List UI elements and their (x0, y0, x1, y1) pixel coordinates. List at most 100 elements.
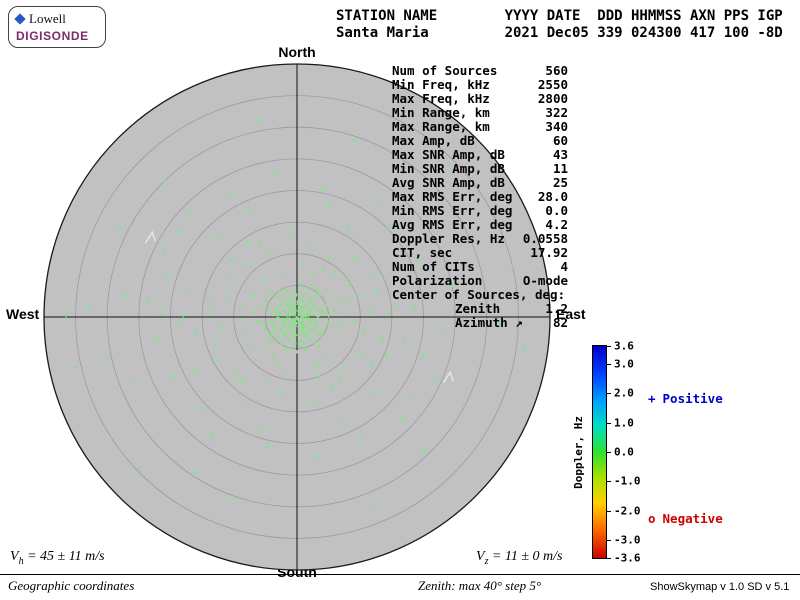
stat-row: Polarization O-mode (392, 274, 568, 288)
stat-label: Avg RMS Err, deg (392, 217, 513, 232)
compass-label-east: East (556, 306, 586, 322)
stat-label: Polarization (392, 273, 483, 288)
stat-label: Min Range, km (392, 105, 490, 120)
stat-label: Max Freq, kHz (392, 91, 490, 106)
chevron-mark-0 (144, 230, 156, 244)
logo-brand: Lowell (29, 11, 66, 26)
header-field-values: Santa Maria 2021 Dec05 339 024300 417 10… (336, 25, 783, 41)
legend-positive-label: Positive (662, 391, 723, 406)
colorbar-tick-label: 1.0 (614, 416, 634, 430)
stat-value: 2800 (537, 91, 568, 106)
stat-label: Num of CITs (392, 259, 475, 274)
colorbar-tick (606, 422, 611, 424)
colorbar-tick-label: -2.0 (614, 504, 641, 518)
colorbar-title: Doppler, Hz (570, 345, 586, 559)
colorbar-tick-label: -3.6 (614, 551, 641, 565)
colorbar-tick-label: -3.0 (614, 533, 641, 547)
source-points (64, 119, 527, 509)
stat-row: Num of Sources 560 (392, 64, 568, 78)
stat-row: Center of Sources, deg: (392, 288, 568, 302)
stat-row: Min RMS Err, deg 0.0 (392, 204, 568, 218)
stat-label: Min Freq, kHz (392, 77, 490, 92)
doppler-colorbar: 3.6 3.0 2.0 1.0 0.0 -1.0 -2.0 -3.0 -3.6 (592, 340, 641, 565)
stat-label: Max Amp, dB (392, 133, 475, 148)
stat-value: 2550 (537, 77, 568, 92)
stat-value: 25 (552, 175, 568, 190)
colorbar-tick (606, 346, 611, 347)
lowell-digisonde-logo: Lowell DIGISONDE (8, 6, 106, 48)
stat-row: Azimuth ↗ 82 (392, 316, 568, 330)
stat-row: Min Freq, kHz 2550 (392, 78, 568, 92)
horizontal-velocity-readout: Vh = 45 ± 11 m/s (10, 549, 105, 567)
compass-label-north: North (278, 44, 316, 60)
stat-row: Num of CITs 4 (392, 260, 568, 274)
stat-label: Center of Sources, deg: (392, 287, 566, 302)
zenith-range-label: Zenith: max 40° step 5° (418, 578, 542, 593)
colorbar-tick-label: 0.0 (614, 445, 634, 459)
stat-value: O-mode (522, 273, 568, 288)
stats-panel: Num of Sources 560 Min Freq, kHz 2550 Max Fr… (392, 64, 568, 330)
stat-label: Max Range, km (392, 119, 490, 134)
plus-marker-icon: + (648, 391, 656, 406)
colorbar-tick-label: 3.0 (614, 357, 634, 371)
stat-row: Max Range, km 340 (392, 120, 568, 134)
colorbar-tick (606, 393, 611, 395)
header-field-names: STATION NAME YYYY DATE DDD HHMMSS AXN PP… (336, 8, 783, 24)
colorbar-tick-label: 2.0 (614, 386, 634, 400)
legend-negative-label: Negative (662, 511, 723, 526)
stat-label: Max RMS Err, deg (392, 189, 513, 204)
stat-row: Avg SNR Amp, dB 25 (392, 176, 568, 190)
stat-label: CIT, sec (392, 245, 453, 260)
stat-value: 340 (545, 119, 568, 134)
colorbar-tick (606, 510, 611, 512)
stat-value: 43 (552, 147, 568, 162)
legend-positive: + Positive (648, 391, 723, 406)
vertical-velocity-readout: Vz = 11 ± 0 m/s (476, 549, 563, 567)
colorbar-tick (606, 481, 611, 483)
logo-product: DIGISONDE (16, 29, 89, 43)
stat-value: 82 (552, 315, 568, 330)
colorbar-tick (606, 558, 611, 559)
stat-label: Min SNR Amp, dB (392, 161, 505, 176)
circle-marker-icon: o (648, 511, 656, 526)
colorbar-tick (606, 363, 611, 365)
stat-label: Avg SNR Amp, dB (392, 175, 505, 190)
stat-value: 4.2 (545, 217, 568, 232)
compass-label-west: West (6, 306, 40, 322)
stat-row: Min Range, km 322 (392, 106, 568, 120)
colorbar-tick (606, 452, 611, 453)
stat-label: Max SNR Amp, dB (392, 147, 505, 162)
stat-value: 4 (560, 259, 568, 274)
stat-label: Min RMS Err, deg (392, 203, 513, 218)
stat-row: Max SNR Amp, dB 43 (392, 148, 568, 162)
stat-row: Min SNR Amp, dB 11 (392, 162, 568, 176)
footer-divider (0, 574, 800, 575)
stat-value: 0.0 (545, 203, 568, 218)
stat-row: Avg RMS Err, deg 4.2 (392, 218, 568, 232)
stat-label: Num of Sources (392, 63, 498, 78)
stat-row: Max Amp, dB 60 (392, 134, 568, 148)
stat-value: 1.2 (545, 301, 568, 316)
stat-value: 560 (545, 63, 568, 78)
stat-value: 28.0 (537, 189, 568, 204)
colorbar-tick-label: -1.0 (614, 474, 641, 488)
stat-label: Doppler Res, Hz (392, 231, 505, 246)
stat-label: Zenith (455, 301, 501, 316)
stat-value: 17.92 (530, 245, 568, 260)
stat-value: 11 (552, 161, 568, 176)
legend-negative: o Negative (648, 511, 723, 526)
colorbar-tick (606, 540, 611, 542)
logo-brand-row: Lowell (14, 11, 98, 27)
software-version-label: ShowSkymap v 1.0 SD v 5.1 (650, 581, 790, 593)
stat-row: Max RMS Err, deg 28.0 (392, 190, 568, 204)
colorbar-title-text: Doppler, Hz (571, 415, 585, 489)
stat-row: Zenith 1.2 (392, 302, 568, 316)
stat-value: 0.0558 (522, 231, 568, 246)
stat-row: CIT, sec 17.92 (392, 246, 568, 260)
stat-value: 60 (552, 133, 568, 148)
stat-row: Max Freq, kHz 2800 (392, 92, 568, 106)
colorbar-tick-label: 3.6 (614, 339, 634, 353)
logo-diamond-icon (14, 13, 26, 25)
coordinate-system-label: Geographic coordinates (8, 578, 135, 593)
